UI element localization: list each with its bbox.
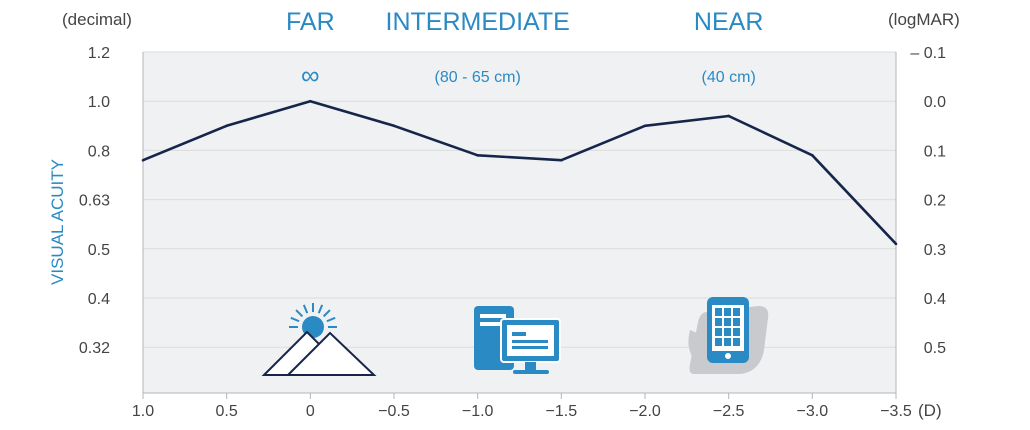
zone-sublabel: (80 - 65 cm)	[435, 69, 521, 86]
data-point	[309, 99, 312, 103]
mountain-sun-icon	[261, 303, 377, 376]
zone-sublabel: (40 cm)	[702, 69, 756, 86]
y-tick-label-decimal: 0.8	[88, 143, 110, 160]
series-line	[142, 99, 897, 245]
x-tick-label: 0.5	[216, 403, 238, 420]
smartphone-icon	[688, 297, 769, 374]
data-point	[225, 124, 228, 128]
y-axis-label: VISUAL ACUITY	[48, 159, 67, 285]
y-tick-label-decimal: 0.63	[79, 193, 110, 210]
x-tick-label: 0	[306, 403, 315, 420]
zone-label: FAR	[286, 8, 335, 36]
y-tick-label-decimal: 1.2	[88, 45, 110, 62]
y-tick-label-logmar: 0.0	[924, 94, 946, 111]
data-point	[727, 114, 730, 118]
data-point	[141, 158, 145, 162]
y-tick-label-decimal: 0.32	[79, 340, 110, 357]
axes	[142, 52, 897, 399]
grid-lines	[143, 51, 896, 348]
y-tick-label-decimal: 0.4	[88, 291, 110, 308]
zone-icons	[261, 297, 769, 376]
data-point	[894, 242, 898, 246]
x-tick-label: −3.0	[797, 403, 829, 420]
data-point	[560, 158, 563, 162]
y-tick-label-logmar: 0.4	[924, 291, 946, 308]
computer-icon	[474, 306, 561, 374]
y-right-unit: (logMAR)	[888, 10, 960, 29]
data-point	[643, 124, 647, 128]
x-unit: (D)	[918, 401, 942, 420]
zone-label: NEAR	[694, 8, 763, 36]
y-tick-label-decimal: 0.5	[88, 242, 110, 259]
x-tick-label: 1.0	[132, 403, 154, 420]
x-tick-label: −0.5	[378, 403, 410, 420]
y-tick-label-decimal: 1.0	[88, 94, 110, 111]
zone-sublabel: ∞	[301, 60, 320, 90]
x-tick-label: −2.0	[629, 403, 661, 420]
x-tick-label: −3.5	[880, 403, 912, 420]
zone-label: INTERMEDIATE	[386, 8, 570, 36]
y-tick-label-logmar: 0.2	[924, 193, 946, 210]
y-tick-label-logmar: 0.3	[924, 242, 946, 259]
x-tick-label: −2.5	[713, 403, 745, 420]
y-tick-label-logmar: 0.1	[924, 143, 946, 160]
series-layer	[141, 99, 898, 246]
data-point	[811, 154, 814, 157]
y-tick-label-logmar: – 0.1	[910, 45, 946, 62]
labels-layer: (decimal) (logMAR) (D) VISUAL ACUITY 1.2…	[48, 8, 960, 420]
data-point	[392, 124, 396, 128]
y-tick-label-logmar: 0.5	[924, 340, 946, 357]
data-point	[476, 154, 479, 157]
y-left-unit: (decimal)	[62, 10, 132, 29]
x-tick-label: −1.0	[462, 403, 494, 420]
x-tick-label: −1.5	[546, 403, 578, 420]
